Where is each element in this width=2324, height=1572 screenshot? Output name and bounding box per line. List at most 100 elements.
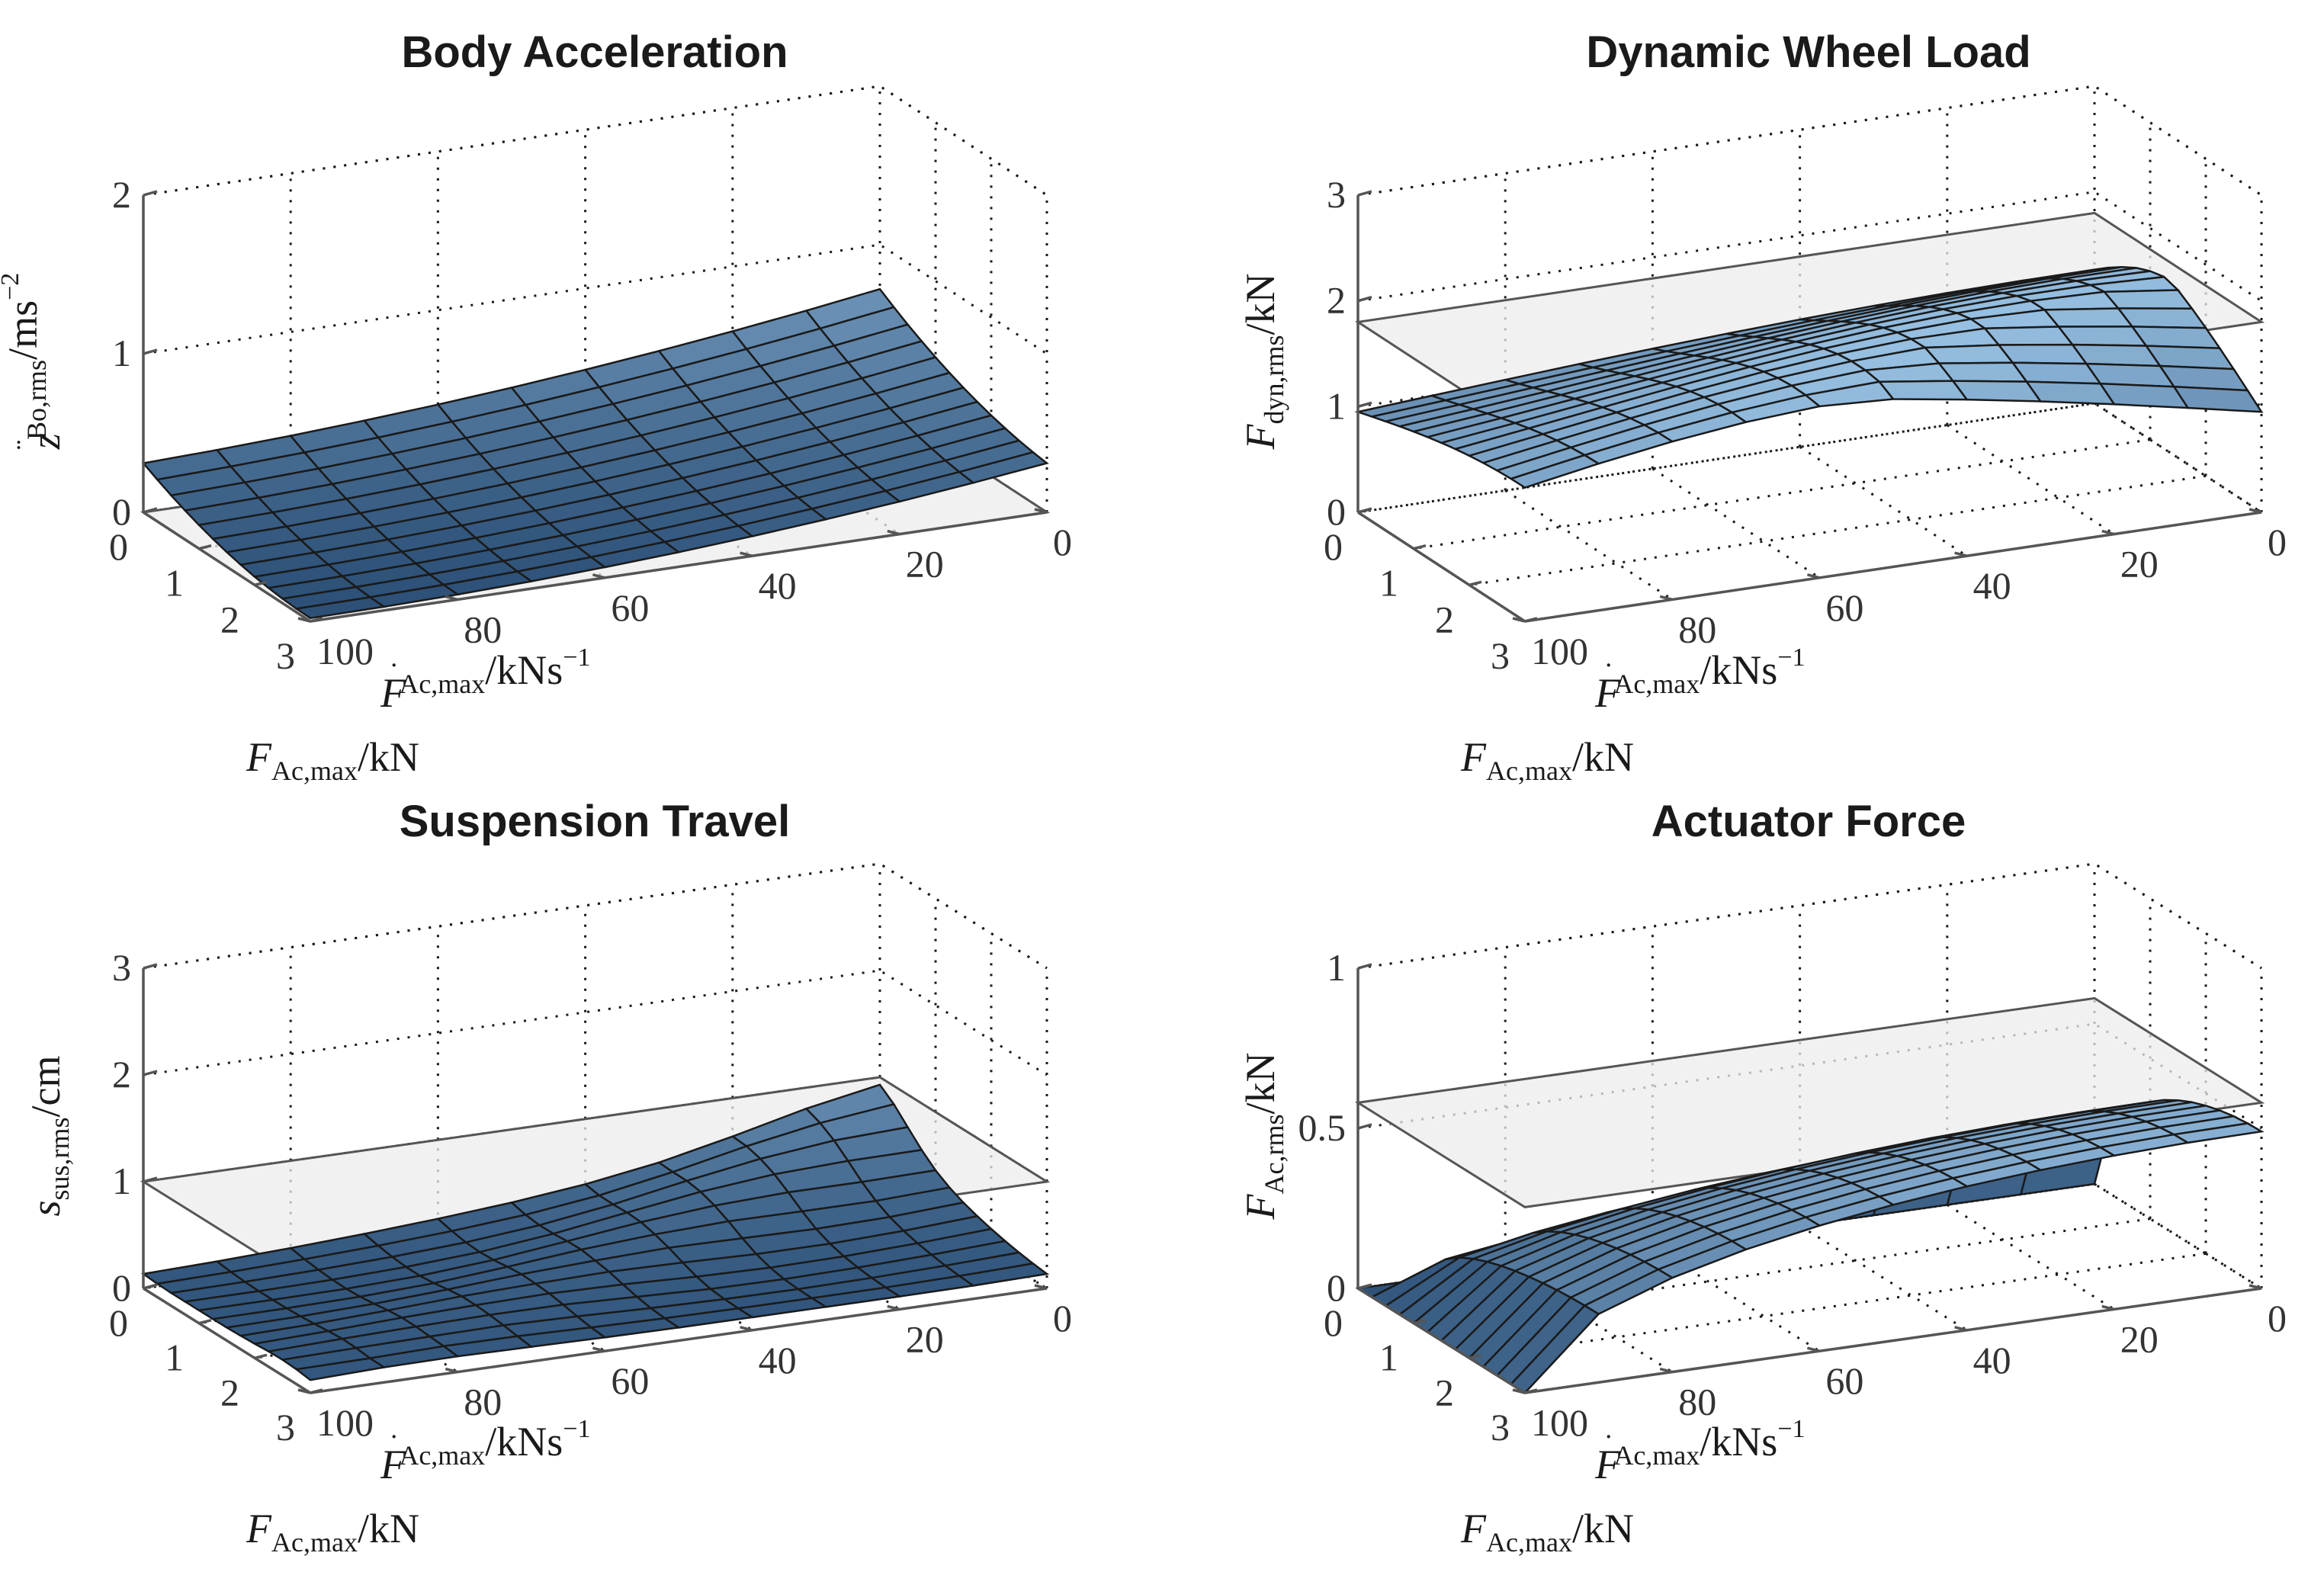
- grid-line: [1947, 1204, 2115, 1311]
- x-tick-label: 1: [165, 562, 184, 605]
- grid-line: [1357, 862, 2262, 970]
- y-tick-label: 60: [611, 586, 649, 629]
- z-tick-label: 1: [1327, 384, 1346, 427]
- x-axis-label-symbol: F: [1460, 1506, 1487, 1551]
- x-tick: [1469, 580, 1482, 587]
- surface-patch: [1508, 454, 1601, 489]
- z-axis-label-unit: /kN: [1237, 1053, 1283, 1115]
- y-tick: [740, 551, 753, 557]
- y-tick: [1806, 573, 1820, 579]
- y-axis-label-superscript: −1: [1777, 643, 1805, 672]
- grid-line: [1413, 438, 2151, 550]
- z-axis-label-subscript: sus,rms: [44, 1117, 75, 1200]
- y-axis-label-subscript: Ac,max: [399, 669, 485, 699]
- chart-title: Actuator Force: [1652, 797, 1966, 846]
- y-tick: [2249, 1284, 2262, 1290]
- y-tick-label: 0: [1053, 521, 1072, 563]
- x-axis-line: [143, 1287, 311, 1394]
- x-tick: [143, 508, 156, 514]
- z-axis-label-unit: /ms: [0, 300, 46, 360]
- y-tick-label: 0: [1053, 1297, 1072, 1339]
- grid-line: [1469, 474, 2207, 586]
- y-axis-label-unit: /kNs: [1700, 647, 1777, 693]
- y-tick: [1659, 1367, 1673, 1374]
- z-axis-label-symbol: z: [23, 433, 69, 450]
- surface-patch: [2042, 307, 2134, 328]
- y-tick-label: 100: [316, 630, 374, 672]
- grid-line: [1504, 489, 1674, 601]
- x-axis-label-subscript: Ac,max: [271, 1527, 358, 1558]
- y-axis-line: [1524, 511, 2262, 623]
- z-axis-label-subscript: Ac,rms: [1259, 1115, 1289, 1195]
- x-axis-label-subscript: Ac,max: [271, 756, 358, 786]
- chart-title: Dynamic Wheel Load: [1586, 27, 2030, 77]
- z-tick-label: 0: [112, 490, 131, 533]
- y-axis-label-dot: ˙: [1603, 656, 1613, 691]
- x-tick-label: 1: [165, 1336, 184, 1379]
- x-tick: [198, 544, 212, 550]
- y-tick: [2101, 529, 2115, 536]
- y-tick: [740, 1326, 753, 1332]
- y-tick: [592, 1346, 605, 1352]
- y-tick: [297, 1388, 311, 1394]
- x-tick-label: 0: [1324, 1301, 1343, 1344]
- surface-patch: [294, 596, 387, 620]
- x-tick: [143, 1284, 156, 1290]
- y-tick-label: 100: [1531, 1401, 1588, 1444]
- y-tick-label: 20: [2120, 1317, 2159, 1360]
- y-tick-label: 80: [1678, 1381, 1716, 1423]
- z-axis-label: z¨Bo,rms/ms−2: [0, 273, 69, 451]
- x-tick-label: 1: [1379, 562, 1398, 605]
- x-axis-label-unit: /kN: [358, 734, 419, 780]
- surface-patch: [1923, 344, 2015, 364]
- z-tick: [143, 190, 158, 197]
- z-tick-label: 2: [1327, 279, 1346, 322]
- x-tick: [1413, 544, 1427, 550]
- x-axis-label: FAc,max/kN: [1460, 734, 1634, 786]
- y-tick: [1954, 551, 1968, 557]
- grid-line: [1357, 191, 2262, 303]
- y-tick-label: 20: [906, 543, 944, 585]
- z-tick: [1357, 295, 1372, 303]
- grid-line: [143, 243, 1048, 355]
- x-axis-line: [1357, 511, 1526, 623]
- z-tick-label: 1: [112, 1160, 131, 1202]
- y-tick-label: 0: [2268, 1297, 2287, 1339]
- z-axis-label-subscript: Bo,rms: [21, 360, 52, 440]
- x-tick: [254, 1353, 268, 1360]
- y-tick: [1512, 617, 1526, 623]
- z-axis-label: Fdyn,rms/kN: [1237, 274, 1289, 451]
- y-axis-label-subscript: Ac,max: [1613, 1440, 1700, 1471]
- x-axis-label-subscript: Ac,max: [1486, 1527, 1572, 1558]
- y-tick: [592, 573, 605, 579]
- z-axis-label: ssus,rms/cm: [23, 1055, 75, 1216]
- grid-line: [2094, 402, 2262, 514]
- y-tick-label: 40: [759, 564, 797, 607]
- z-axis-label-unit: /cm: [23, 1055, 69, 1117]
- z-axis-label-symbol: s: [23, 1201, 69, 1217]
- z-tick-label: 0.5: [1298, 1106, 1347, 1149]
- x-tick: [1413, 1318, 1427, 1325]
- x-tick: [1357, 508, 1371, 514]
- x-axis-line: [143, 511, 311, 623]
- y-axis-label-superscript: −1: [563, 643, 590, 672]
- x-tick-label: 3: [1491, 634, 1510, 677]
- x-tick: [1524, 1388, 1538, 1394]
- y-axis-label-dot: ˙: [389, 1428, 399, 1462]
- z-tick: [1357, 401, 1372, 409]
- y-axis-label-unit: /kNs: [485, 1419, 563, 1465]
- y-axis-label-unit: /kNs: [1700, 1419, 1777, 1465]
- z-tick: [143, 1176, 158, 1183]
- y-axis-label: F˙Ac,max/kNs−1: [1594, 1415, 1806, 1487]
- y-tick-label: 60: [1825, 586, 1863, 629]
- y-tick-label: 60: [1825, 1359, 1863, 1402]
- y-tick: [2101, 1304, 2115, 1311]
- y-tick-label: 100: [1531, 630, 1588, 672]
- x-tick-label: 0: [1324, 525, 1343, 568]
- surface-patch: [2102, 289, 2194, 310]
- y-tick: [887, 529, 900, 536]
- z-tick-label: 3: [112, 946, 131, 989]
- y-tick: [1512, 1388, 1526, 1394]
- x-axis-label-subscript: Ac,max: [1486, 756, 1572, 786]
